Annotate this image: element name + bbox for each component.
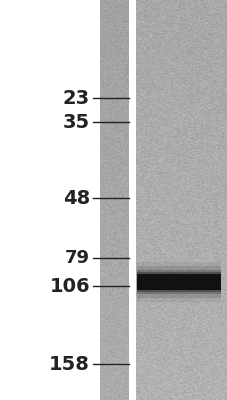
Bar [136,262,220,302]
Bar [136,274,220,290]
Bar [136,266,220,298]
Text: 158: 158 [49,354,90,374]
Bar [128,0,135,400]
Text: 48: 48 [62,188,90,208]
Bar [136,270,220,294]
Text: 23: 23 [63,88,90,108]
Text: 79: 79 [65,249,90,267]
Bar [136,272,220,292]
Text: 106: 106 [49,276,90,296]
Text: 35: 35 [63,112,90,132]
